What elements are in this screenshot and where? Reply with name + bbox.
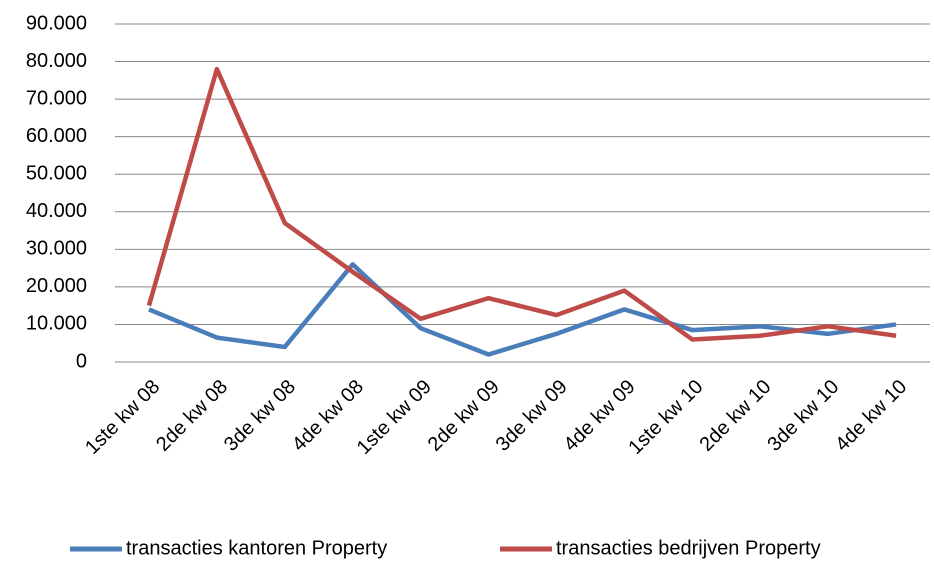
series-line [146, 66, 897, 342]
legend-label: transacties bedrijven Property [556, 537, 821, 559]
x-tick-label: 1ste kw 08 [81, 376, 164, 459]
y-tick-label: 20.000 [26, 275, 87, 297]
y-tick-label: 60.000 [26, 125, 87, 147]
y-tick-label: 0 [76, 350, 87, 372]
y-tick-label: 10.000 [26, 313, 87, 335]
x-tick-label: 4de kw 10 [831, 376, 911, 456]
y-tick-label: 90.000 [26, 12, 87, 34]
series-line [148, 262, 897, 357]
y-tick-label: 70.000 [26, 87, 87, 109]
x-tick-label: 3de kw 08 [220, 376, 300, 456]
y-tick-label: 30.000 [26, 238, 87, 260]
x-tick-label: 2de kw 08 [152, 376, 232, 456]
x-tick-label: 1ste kw 09 [353, 376, 436, 459]
x-tick-label: 3de kw 10 [763, 376, 843, 456]
x-tick-label: 1ste kw 10 [624, 376, 707, 459]
y-tick-label: 80.000 [26, 50, 87, 72]
x-tick-label: 2de kw 09 [424, 376, 504, 456]
legend-label: transacties kantoren Property [126, 537, 387, 559]
x-tick-label: 3de kw 09 [492, 376, 572, 456]
y-tick-label: 40.000 [26, 200, 87, 222]
x-tick-label: 2de kw 10 [695, 376, 775, 456]
y-tick-label: 50.000 [26, 163, 87, 185]
